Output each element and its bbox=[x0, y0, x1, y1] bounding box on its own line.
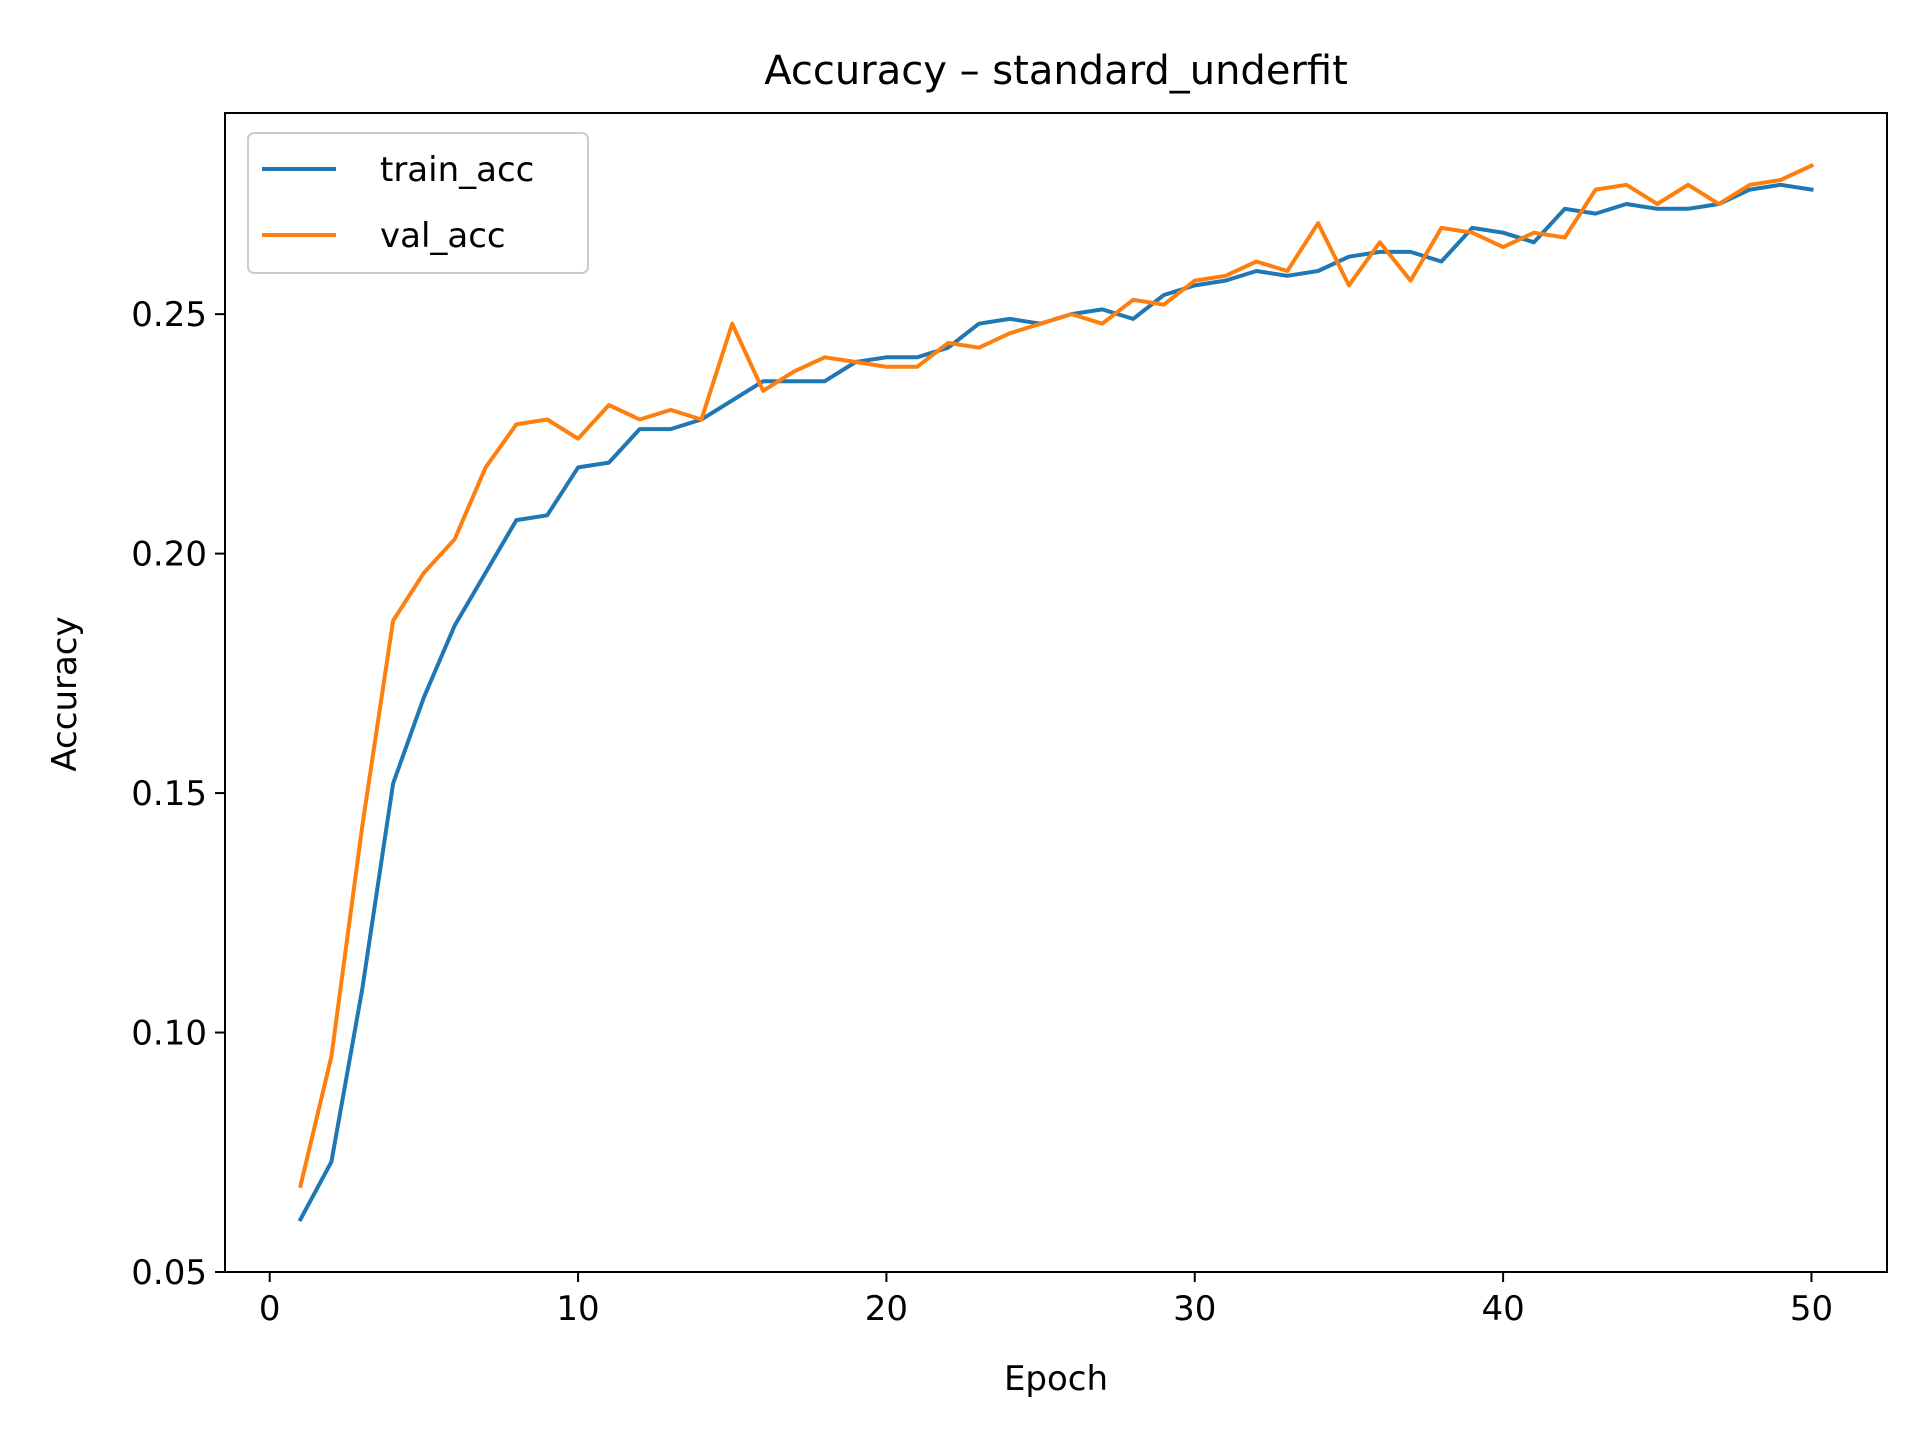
y-tick-label: 0.20 bbox=[131, 535, 207, 575]
y-axis-label: Accuracy bbox=[45, 616, 85, 771]
series-line-val-acc bbox=[298, 163, 1815, 1189]
series-lines bbox=[297, 163, 1815, 1223]
chart-title: Accuracy – standard_underfit bbox=[764, 48, 1348, 94]
legend: train_acc val_acc bbox=[247, 132, 589, 274]
y-tick-label: 0.15 bbox=[131, 774, 207, 814]
axis-ticks: 0 10 20 30 40 50 0.05 0.10 0.15 0.20 0.25 bbox=[131, 295, 1833, 1329]
y-tick-label: 0.05 bbox=[131, 1253, 207, 1293]
y-tick-label: 0.25 bbox=[131, 295, 207, 335]
x-tick-label: 30 bbox=[1173, 1289, 1216, 1329]
x-tick-label: 40 bbox=[1481, 1289, 1524, 1329]
legend-label-val-acc: val_acc bbox=[380, 216, 506, 256]
x-tick-label: 50 bbox=[1790, 1289, 1833, 1329]
x-tick-label: 0 bbox=[259, 1289, 281, 1329]
x-tick-label: 10 bbox=[556, 1289, 599, 1329]
x-axis-label: Epoch bbox=[1004, 1359, 1108, 1399]
x-tick-label: 20 bbox=[865, 1289, 908, 1329]
legend-label-train-acc: train_acc bbox=[380, 150, 534, 190]
y-tick-label: 0.10 bbox=[131, 1014, 207, 1054]
axes-frame bbox=[224, 112, 1888, 1273]
